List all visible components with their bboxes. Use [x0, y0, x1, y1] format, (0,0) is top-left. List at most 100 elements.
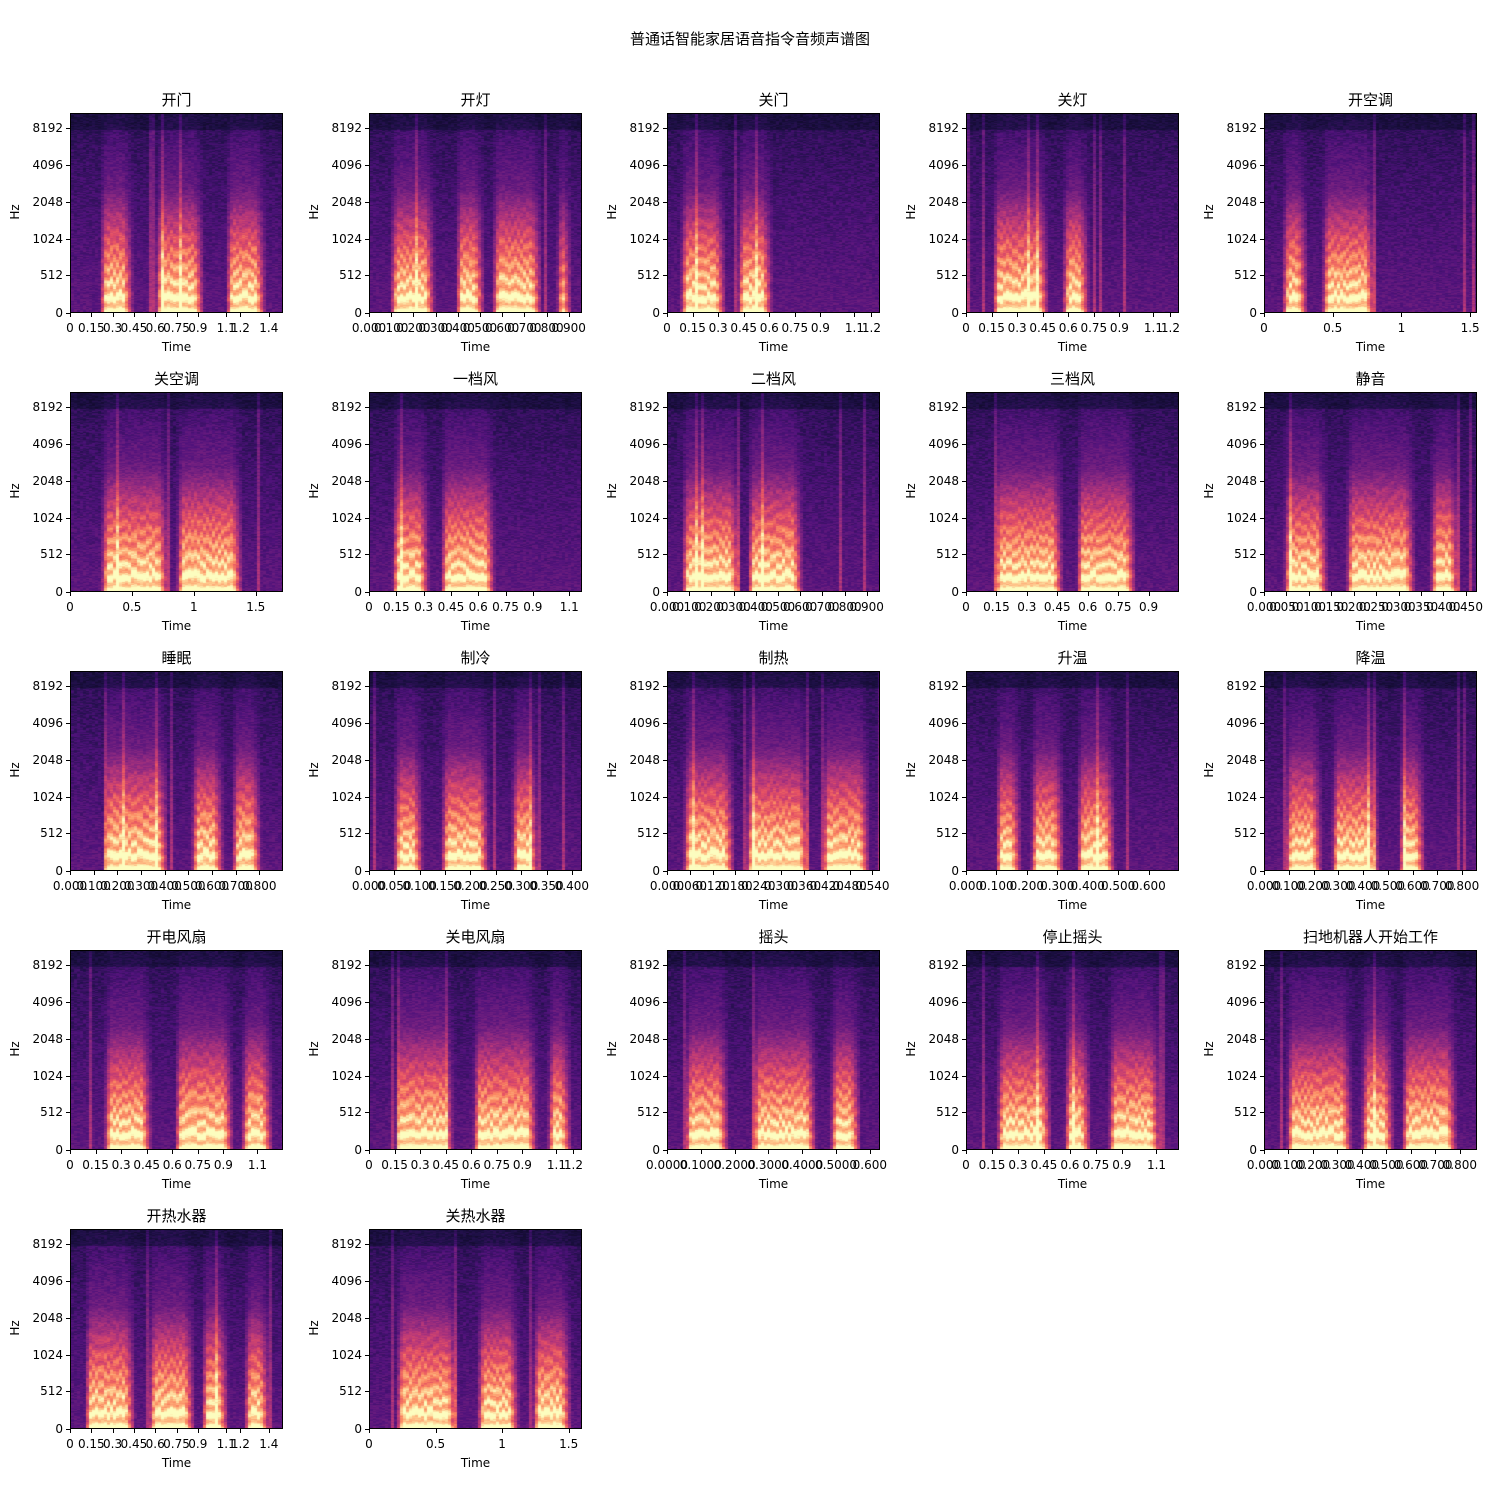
y-axis-label: Hz [8, 476, 22, 506]
x-tick-label: 0.400 [542, 880, 602, 892]
y-tick-label: 512 [919, 1106, 959, 1118]
x-tick-mark [132, 592, 133, 596]
x-tick-mark [188, 871, 189, 875]
y-tick-mark [1260, 760, 1264, 761]
x-tick-mark [420, 1150, 421, 1154]
y-tick-label: 8192 [23, 959, 63, 971]
y-tick-label: 8192 [23, 1238, 63, 1250]
y-tick-label: 1024 [322, 512, 362, 524]
y-tick-label: 1024 [1217, 791, 1257, 803]
y-tick-mark [1260, 1002, 1264, 1003]
y-tick-label: 0 [1217, 865, 1257, 877]
x-tick-mark [226, 313, 227, 317]
y-axis-label: Hz [8, 1313, 22, 1343]
x-tick-mark [1421, 592, 1422, 596]
x-tick-mark [1057, 592, 1058, 596]
x-tick-mark [1313, 1150, 1314, 1154]
x-tick-mark [795, 313, 796, 317]
y-tick-label: 0 [23, 1144, 63, 1156]
x-tick-mark [1264, 592, 1265, 596]
y-tick-label: 0 [620, 586, 660, 598]
y-axis-label: Hz [1202, 755, 1216, 785]
y-tick-label: 1024 [322, 1070, 362, 1082]
y-axis-label: Hz [307, 1313, 321, 1343]
y-tick-mark [66, 1002, 70, 1003]
x-tick-mark [966, 313, 967, 317]
y-tick-label: 2048 [620, 1033, 660, 1045]
x-tick-mark [804, 871, 805, 875]
x-tick-mark [667, 313, 668, 317]
y-tick-mark [365, 1002, 369, 1003]
x-tick-mark [420, 871, 421, 875]
panel-title: 静音 [1264, 368, 1477, 389]
x-tick-mark [1413, 871, 1414, 875]
y-tick-label: 8192 [620, 122, 660, 134]
y-tick-label: 1024 [322, 791, 362, 803]
x-tick-label: 1 [472, 1438, 532, 1450]
x-tick-label: 0.540 [842, 880, 902, 892]
y-tick-mark [365, 239, 369, 240]
x-tick-mark [1070, 1150, 1071, 1154]
y-tick-label: 1024 [1217, 1070, 1257, 1082]
x-tick-mark [524, 313, 525, 317]
panel-title: 摇头 [667, 926, 880, 947]
y-tick-label: 2048 [322, 1033, 362, 1045]
y-tick-label: 0 [322, 1144, 362, 1156]
y-axis-label: Hz [307, 197, 321, 227]
x-tick-mark [867, 592, 868, 596]
y-tick-label: 512 [322, 827, 362, 839]
x-tick-mark [1149, 592, 1150, 596]
x-tick-mark [1399, 592, 1400, 596]
x-tick-mark [693, 313, 694, 317]
y-tick-mark [1260, 723, 1264, 724]
y-tick-mark [1260, 481, 1264, 482]
y-tick-mark [663, 275, 667, 276]
x-tick-mark [198, 313, 199, 317]
x-tick-mark [1338, 871, 1339, 875]
y-tick-label: 2048 [919, 1033, 959, 1045]
x-tick-mark [1118, 592, 1119, 596]
y-tick-mark [962, 723, 966, 724]
x-tick-mark [820, 313, 821, 317]
y-tick-label: 4096 [620, 717, 660, 729]
x-tick-mark [1376, 592, 1377, 596]
x-tick-mark [711, 592, 712, 596]
y-tick-mark [365, 481, 369, 482]
x-tick-label: 1.5 [539, 1438, 599, 1450]
x-tick-mark [1362, 1150, 1363, 1154]
y-tick-mark [962, 554, 966, 555]
x-tick-mark [802, 1150, 803, 1154]
y-tick-mark [962, 444, 966, 445]
y-tick-label: 1024 [23, 512, 63, 524]
y-tick-mark [663, 965, 667, 966]
x-tick-mark [521, 871, 522, 875]
x-tick-mark [1386, 1150, 1387, 1154]
y-tick-label: 4096 [919, 717, 959, 729]
x-axis-label: Time [714, 340, 834, 354]
x-axis-label: Time [714, 619, 834, 633]
y-tick-mark [66, 481, 70, 482]
x-tick-label: 1.1 [1126, 1159, 1186, 1171]
x-tick-mark [734, 592, 735, 596]
x-tick-mark [547, 313, 548, 317]
x-tick-mark [165, 871, 166, 875]
y-tick-mark [1260, 202, 1264, 203]
spectrogram-image [369, 392, 582, 592]
x-tick-mark [155, 313, 156, 317]
x-tick-label: 1.2 [543, 1159, 603, 1171]
y-tick-mark [962, 481, 966, 482]
x-tick-label: 0.9 [1119, 601, 1179, 613]
y-tick-label: 0 [322, 1423, 362, 1435]
y-tick-label: 8192 [322, 1238, 362, 1250]
y-tick-label: 8192 [620, 401, 660, 413]
y-tick-label: 4096 [23, 438, 63, 450]
x-tick-mark [992, 313, 993, 317]
y-tick-label: 4096 [1217, 996, 1257, 1008]
x-axis-label: Time [117, 898, 237, 912]
y-tick-label: 1024 [23, 791, 63, 803]
x-tick-label: 0 [339, 1438, 399, 1450]
x-tick-label: 1.4 [239, 322, 299, 334]
y-tick-label: 0 [322, 586, 362, 598]
x-tick-mark [966, 871, 967, 875]
